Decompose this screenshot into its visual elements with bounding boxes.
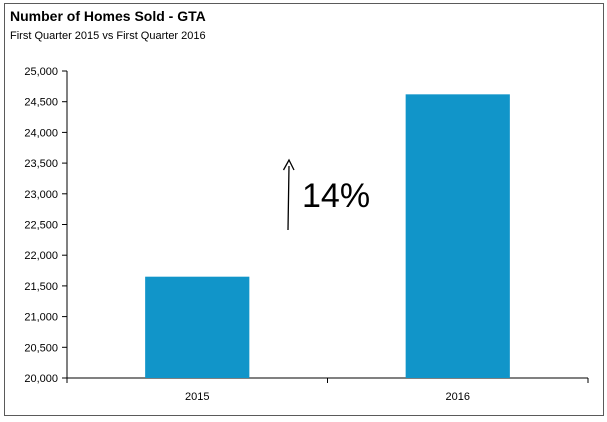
bar-2015 [145,276,250,378]
chart-title: Number of Homes Sold - GTA [10,8,206,24]
y-tick-label: 24,000 [24,127,58,139]
y-tick-label: 20,000 [24,373,58,385]
up-arrow-icon [287,165,290,231]
growth-callout: 14% [282,158,370,231]
y-tick-label: 22,500 [24,220,58,232]
x-tick-label: 2016 [446,391,470,403]
growth-percentage: 14% [302,177,370,215]
y-tick-label: 24,500 [24,97,58,109]
y-tick-label: 25,000 [24,66,58,78]
x-tick-label: 2015 [185,391,209,403]
x-axis: 2015 2016 [66,377,589,403]
bars [145,94,510,378]
y-tick-label: 21,500 [24,281,58,293]
chart-subtitle: First Quarter 2015 vs First Quarter 2016 [10,30,206,42]
y-tick-label: 23,000 [24,189,58,201]
y-tick-label: 22,000 [24,250,58,262]
y-tick-label: 23,500 [24,158,58,170]
arrow-head-icon [282,158,295,171]
bar-2016 [405,94,510,378]
y-axis: 20,000 20,500 21,000 21,500 22,000 22,500 23,0… [24,66,68,385]
y-tick-label: 20,500 [24,342,58,354]
y-tick-label: 21,000 [24,312,58,324]
